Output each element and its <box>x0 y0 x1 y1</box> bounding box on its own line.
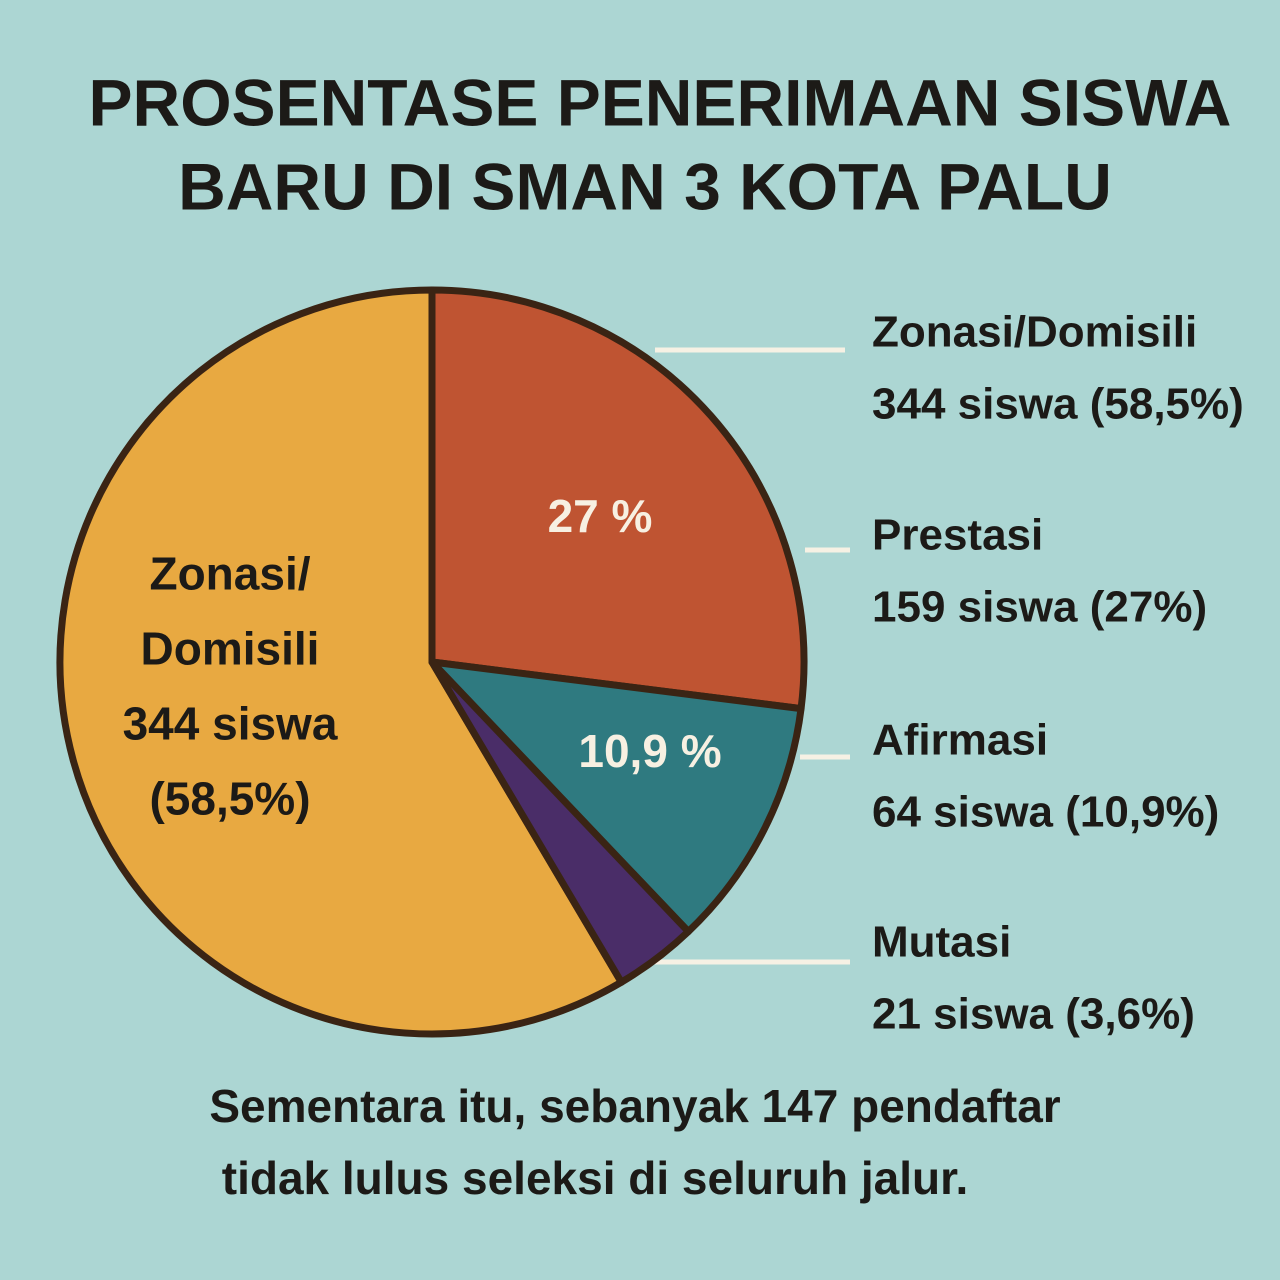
slice-label: 10,9 % <box>578 725 721 777</box>
pie-slice <box>428 286 808 713</box>
slice-label: Domisili <box>141 623 320 675</box>
footnote: tidak lulus seleksi di seluruh jalur. <box>222 1152 969 1204</box>
legend-value: 21 siswa (3,6%) <box>872 990 1195 1039</box>
legend-label: Zonasi/Domisili <box>872 308 1197 357</box>
footnote: Sementara itu, sebanyak 147 pendaftar <box>209 1080 1060 1132</box>
legend-value: 64 siswa (10,9%) <box>872 788 1219 837</box>
legend-label: Prestasi <box>872 511 1043 560</box>
pie-slice <box>428 658 692 986</box>
slice-label: 27 % <box>548 490 653 542</box>
pie-slice <box>428 658 805 936</box>
slice-label: (58,5%) <box>149 773 310 825</box>
legend-value: 159 siswa (27%) <box>872 583 1207 632</box>
chart-title: PROSENTASE PENERIMAAN SISWA <box>89 65 1232 139</box>
legend-value: 344 siswa (58,5%) <box>872 380 1244 429</box>
pie-slice <box>56 286 625 1038</box>
slice-label: 344 siswa <box>123 698 338 750</box>
legend-label: Afirmasi <box>872 716 1048 765</box>
slice-label: Zonasi/ <box>149 548 310 600</box>
chart-title: BARU DI SMAN 3 KOTA PALU <box>178 149 1112 223</box>
legend-label: Mutasi <box>872 918 1011 967</box>
